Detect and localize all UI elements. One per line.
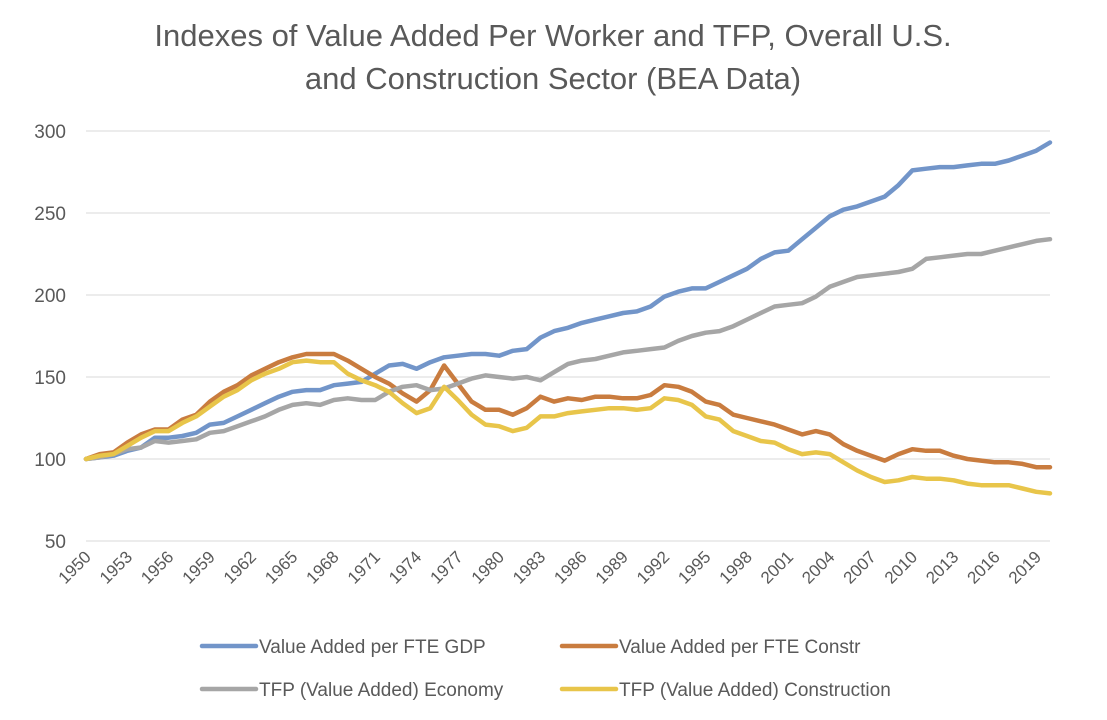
x-tick-label: 1980 (468, 547, 508, 587)
y-axis-ticks: 50 100 150 200 250 300 (34, 122, 66, 553)
legend-label: TFP (Value Added) Construction (619, 680, 891, 701)
x-tick-label: 1956 (137, 547, 177, 587)
legend: Value Added per FTE GDP Value Added per F… (199, 637, 891, 701)
legend-item-tfp-construction: TFP (Value Added) Construction (559, 680, 891, 701)
x-tick-label: 2010 (881, 547, 921, 587)
x-tick-label: 1950 (55, 547, 95, 587)
legend-label: Value Added per FTE GDP (259, 637, 486, 658)
x-tick-label: 1974 (385, 547, 425, 587)
y-tick-label: 150 (34, 368, 66, 389)
series-line-constr (83, 351, 1053, 470)
x-tick-label: 1965 (261, 547, 301, 587)
series-lines (83, 140, 1053, 496)
x-tick-label: 1995 (674, 547, 714, 587)
legend-item-tfp-economy: TFP (Value Added) Economy (199, 680, 504, 701)
x-tick-label: 1992 (633, 547, 673, 587)
legend-label: Value Added per FTE Constr (619, 637, 861, 658)
legend-label: TFP (Value Added) Economy (259, 680, 504, 701)
x-tick-label: 1989 (592, 547, 632, 587)
y-tick-label: 300 (34, 122, 66, 143)
x-tick-label: 1968 (303, 547, 343, 587)
x-tick-label: 1998 (716, 547, 756, 587)
x-tick-label: 2019 (1005, 547, 1045, 587)
x-tick-label: 2013 (922, 547, 962, 587)
x-tick-label: 1977 (426, 547, 466, 587)
x-tick-label: 1962 (220, 547, 260, 587)
y-tick-label: 100 (34, 450, 66, 471)
x-tick-label: 2016 (964, 547, 1004, 587)
chart-title-line-1: Indexes of Value Added Per Worker and TF… (154, 18, 951, 53)
x-tick-label: 1971 (344, 547, 384, 587)
x-tick-label: 2004 (798, 547, 838, 587)
x-axis-ticks: 1950 1953 1956 1959 1962 1965 1968 1971 1974 1977… (55, 547, 1045, 587)
series-line-tfp-economy (83, 236, 1053, 462)
y-tick-label: 50 (45, 532, 66, 553)
x-tick-label: 2001 (757, 547, 797, 587)
x-tick-label: 1959 (179, 547, 219, 587)
x-tick-label: 1986 (550, 547, 590, 587)
y-tick-label: 200 (34, 286, 66, 307)
chart-title-line-2: and Construction Sector (BEA Data) (305, 61, 801, 96)
x-tick-label: 2007 (840, 547, 880, 587)
series-line-tfp-construction (83, 358, 1053, 496)
series-line-gdp (83, 140, 1053, 462)
x-tick-label: 1953 (96, 547, 136, 587)
y-tick-label: 250 (34, 204, 66, 225)
legend-item-constr: Value Added per FTE Constr (559, 637, 861, 658)
x-tick-label: 1983 (509, 547, 549, 587)
legend-item-gdp: Value Added per FTE GDP (199, 637, 486, 658)
